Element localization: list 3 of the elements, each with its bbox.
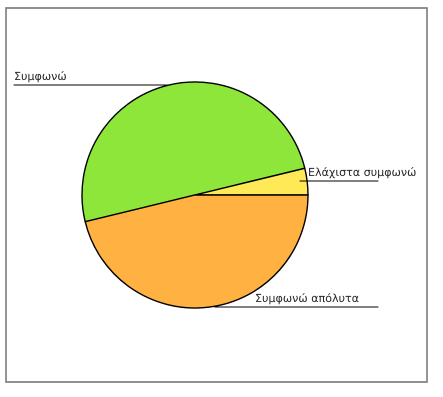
slice-label: Συμφωνώ (15, 71, 66, 82)
slice-label: Ελάχιστα συμφωνώ (309, 167, 416, 178)
slice-label: Συμφωνώ απόλυτα (256, 293, 358, 304)
